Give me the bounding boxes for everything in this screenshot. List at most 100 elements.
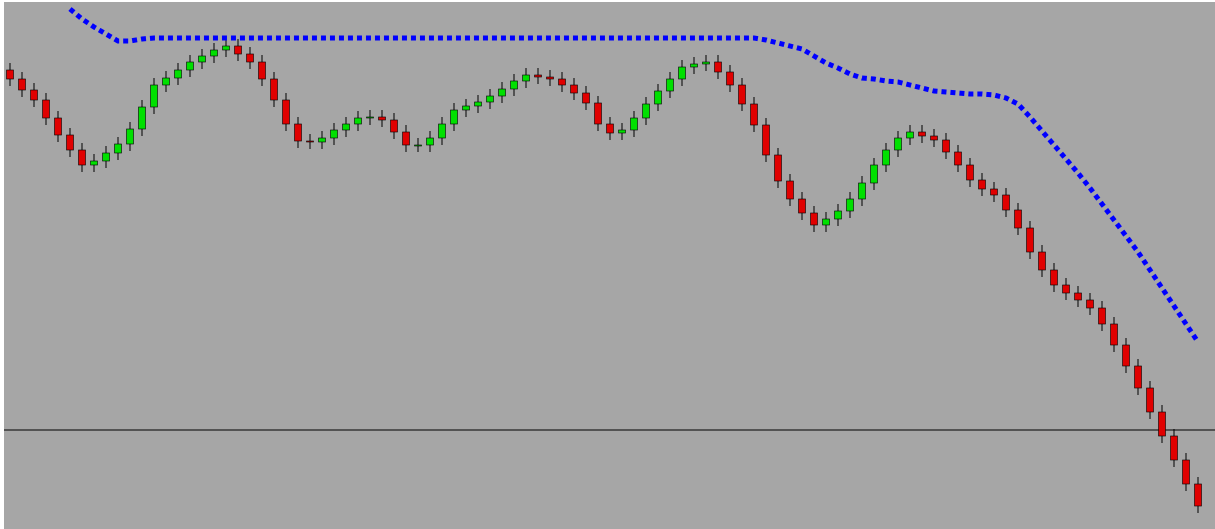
candle-body [738,84,746,105]
candle-body [150,84,158,108]
plot-background [4,2,1215,529]
candle-body [246,53,254,63]
candle-body [6,69,14,80]
candle-body [90,160,98,166]
candle-body [222,45,230,51]
candle-body [966,164,974,181]
candle-body [954,151,962,166]
candle-body [510,80,518,90]
candle-body [126,128,134,145]
candle-body [834,210,842,220]
candle-body [450,109,458,125]
candle-body [750,103,758,126]
candle-body [426,137,434,146]
candle-body [1074,292,1082,301]
candle-body [54,117,62,136]
candle-body [522,74,530,82]
candle-body [354,117,362,125]
candle-body [294,123,302,142]
candle-body [42,99,50,119]
candle-body [342,123,350,131]
candle-body [846,198,854,212]
candle-body [366,116,374,119]
candle-body [1182,459,1190,485]
candle-body [1098,307,1106,325]
candle-body [534,74,542,78]
candle-body [1050,269,1058,286]
candle-body [66,134,74,151]
candle-body [186,61,194,71]
candle-body [174,69,182,79]
candle-body [714,61,722,73]
candle-body [1038,251,1046,271]
candle-body [270,78,278,101]
candle-body [1014,209,1022,229]
candle-body [318,137,326,143]
candle-body [498,88,506,97]
candle-body [822,218,830,226]
candle-body [654,90,662,105]
candle-body [642,103,650,119]
candle-body [990,188,998,196]
candle-body [882,149,890,166]
candle-body [414,144,422,147]
candle-body [558,78,566,86]
candle-body [198,55,206,63]
candle-body [282,99,290,125]
candle-body [942,139,950,153]
candle-body [978,179,986,190]
candle-body [306,140,314,143]
candle-body [786,180,794,200]
candle-body [570,84,578,94]
candle-body [474,101,482,107]
candle-body [762,124,770,156]
candle-body [1002,194,1010,211]
candle-body [666,78,674,92]
candle-body [1062,284,1070,294]
candle-body [774,154,782,182]
candle-body [402,131,410,146]
candle-body [678,66,686,80]
candle-body [918,131,926,137]
candle-body [210,49,218,57]
candle-body [330,129,338,139]
candle-body [810,212,818,226]
candle-body [162,77,170,86]
candle-body [930,135,938,141]
candle-body [390,119,398,133]
candle-body [702,61,710,65]
candle-body [594,102,602,125]
candle-body [1170,435,1178,461]
candle-body [1086,299,1094,309]
candle-body [378,116,386,121]
candle-body [582,92,590,104]
candle-body [18,78,26,91]
candle-body [114,143,122,154]
candle-body [1026,227,1034,253]
candle-body [102,152,110,162]
candle-body [234,45,242,55]
band-line [68,7,1201,344]
candle-body [1158,411,1166,437]
candle-body [462,105,470,111]
candle-body [1194,483,1202,507]
candle-body [798,198,806,214]
candle-body [30,89,38,101]
candle-body [726,71,734,86]
candle-body [486,95,494,103]
candle-body [258,61,266,80]
candle-body [606,123,614,134]
candle-body [858,182,866,200]
candle-body [546,76,554,80]
candle-body [1122,344,1130,367]
candle-body [138,106,146,130]
candle-body [870,164,878,184]
candle-body [618,129,626,134]
candle-body [630,117,638,131]
candle-body [690,63,698,68]
candle-body [438,123,446,139]
candle-body [1146,387,1154,413]
candle-body [1134,365,1142,389]
